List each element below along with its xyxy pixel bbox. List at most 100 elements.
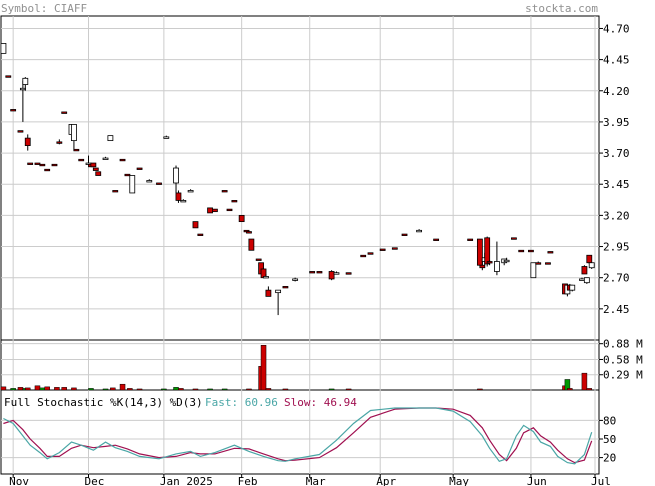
candle-body [39, 163, 46, 167]
stochastic-title: Full Stochastic %K(14,3) %D(3) [4, 396, 203, 409]
symbol-label: Symbol: CIAFF [1, 2, 87, 15]
candle-body [22, 77, 29, 85]
candle-body [187, 190, 194, 193]
date-axis: Nov Dec Jan 2025 Feb Mar Apr May Jun Jul [9, 474, 611, 486]
stochastic-tick-label: 20 [603, 452, 616, 465]
candle-body [479, 264, 486, 269]
volume-bar [345, 388, 352, 391]
candle-body [173, 167, 179, 184]
volume-bar [44, 386, 50, 391]
candle-body [569, 284, 576, 291]
date-tick-label: Nov [9, 475, 29, 486]
candle-body [124, 173, 131, 177]
candle-body [379, 248, 386, 251]
candle-body [345, 272, 352, 275]
candle-body [275, 289, 282, 294]
candle-body [156, 182, 162, 185]
candle-body [391, 247, 398, 250]
candle-body [78, 158, 85, 162]
candle-body [503, 259, 510, 263]
volume-bar [71, 387, 77, 391]
volume-axis: 0.88 M 0.58 M 0.29 M [599, 338, 643, 382]
volume-bar [10, 388, 16, 391]
volume-bar [328, 388, 335, 391]
candle-body [547, 251, 554, 254]
price-tick-label: 3.45 [603, 178, 630, 191]
stochastic-fast-label: Fast: 60.96 [205, 396, 278, 409]
site-label: stockta.com [525, 2, 598, 15]
volume-bar [586, 388, 593, 391]
volume-bar [24, 387, 31, 391]
candle-body [73, 148, 80, 152]
candle-body [248, 238, 255, 251]
date-tick-label: Mar [306, 475, 326, 486]
candle-body [511, 237, 517, 240]
volume-bar [127, 388, 133, 391]
volume-bar [110, 387, 116, 391]
stochastic-panel-frame [0, 389, 600, 475]
stochastic-slow-label: Slow: 46.94 [284, 396, 357, 409]
volume-bar [192, 388, 199, 391]
candle-body [44, 168, 51, 172]
candle-body [5, 75, 12, 78]
candle-body [51, 163, 58, 167]
candle-body [535, 262, 542, 265]
stochastic-line-fast [3, 407, 593, 465]
price-tick-label: 4.70 [603, 22, 630, 35]
grid [1, 16, 599, 474]
candle-body [309, 271, 316, 274]
candle-body [328, 271, 335, 280]
candle-body [476, 238, 483, 266]
candle-body [333, 272, 340, 275]
candle-body [231, 200, 238, 203]
candle-body [129, 175, 136, 194]
price-tick-label: 4.20 [603, 85, 630, 98]
candle-body [95, 171, 102, 176]
candle-body [579, 278, 585, 281]
candle-body [102, 157, 109, 160]
candle-body [360, 254, 367, 258]
candle-body [221, 190, 228, 193]
volume-bar [102, 388, 109, 391]
volume-tick-label: 0.29 M [603, 369, 643, 382]
volume-bar [260, 345, 267, 391]
volume-bar [221, 388, 228, 391]
price-candles [0, 43, 595, 316]
candle-body [265, 289, 272, 297]
volume-bar [54, 387, 60, 391]
candle-body [401, 233, 408, 236]
price-tick-label: 2.45 [603, 303, 630, 316]
candle-body [90, 162, 97, 168]
candle-body [528, 249, 534, 253]
price-tick-label: 3.70 [603, 147, 630, 160]
volume-bar [161, 388, 167, 391]
candle-body [246, 231, 252, 234]
candle-body [433, 238, 440, 241]
candle-body [175, 192, 182, 201]
candle-body [581, 266, 588, 275]
candle-body [10, 109, 17, 112]
volume-bar [173, 387, 179, 391]
candle-body [212, 208, 218, 213]
stochastic-tick-label: 80 [603, 414, 616, 427]
volume-bar [265, 388, 272, 391]
candle-body [530, 262, 537, 279]
date-tick-label: Apr [376, 475, 396, 486]
price-tick-label: 2.95 [603, 241, 630, 254]
candle-body [367, 252, 374, 255]
date-tick-label: May [449, 475, 469, 486]
candle-body [263, 276, 269, 279]
date-tick-label: Jul [591, 475, 611, 486]
candle-body [146, 180, 153, 183]
volume-bar [136, 388, 143, 391]
candle-body [192, 221, 199, 229]
candle-body [136, 167, 143, 170]
candle-body [486, 261, 493, 264]
candle-body [586, 254, 593, 264]
candle-body [19, 87, 26, 91]
candle-body [112, 190, 119, 193]
candle-body [545, 262, 551, 265]
price-tick-label: 3.95 [603, 116, 630, 129]
candle-body [180, 200, 187, 203]
date-tick-label: Jan 2025 [160, 475, 213, 486]
